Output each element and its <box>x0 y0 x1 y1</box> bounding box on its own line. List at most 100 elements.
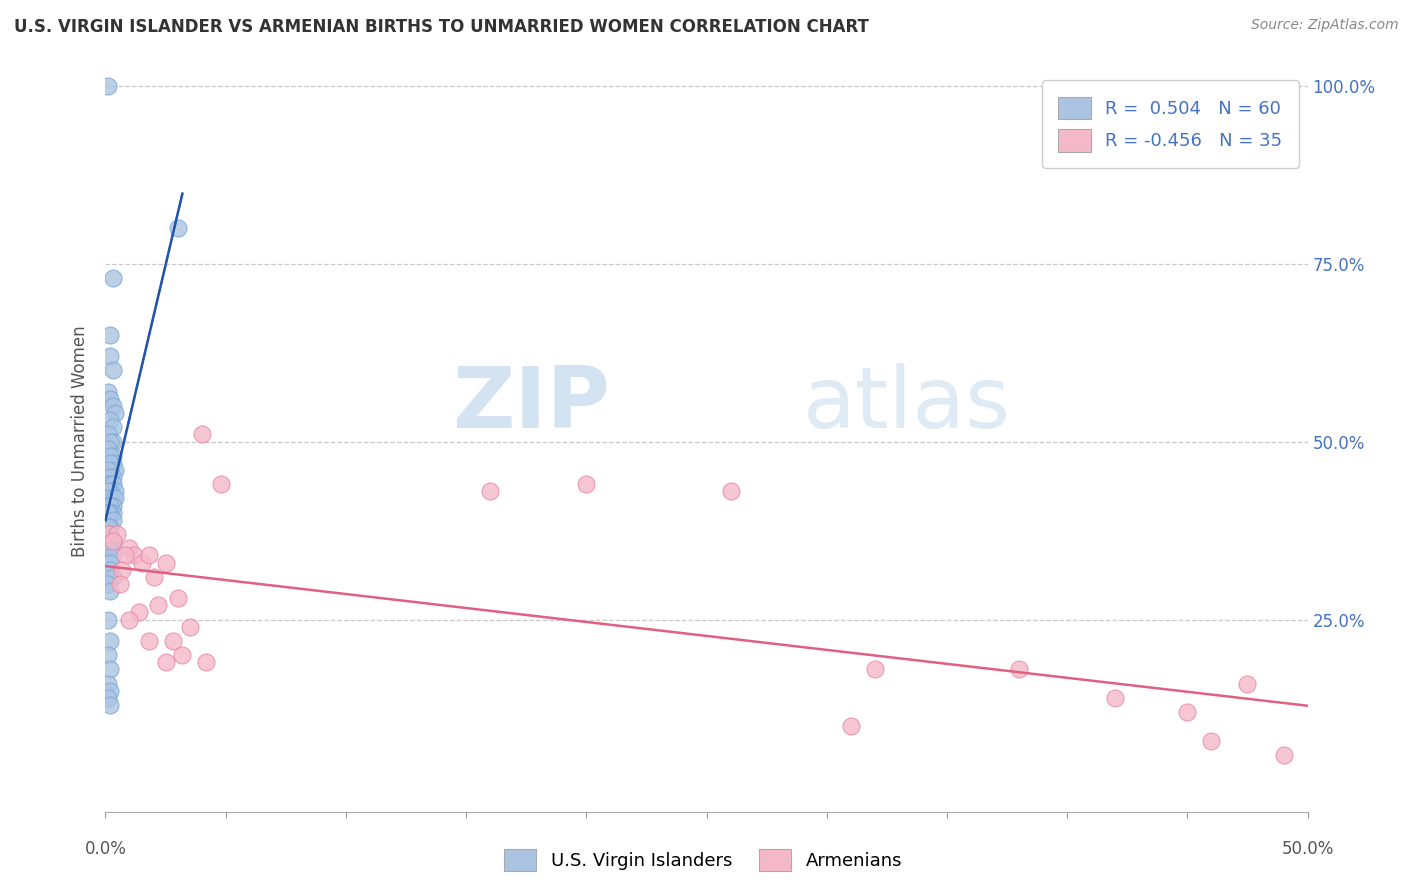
Point <box>97 442 120 456</box>
Point <box>111 563 134 577</box>
Point <box>118 613 141 627</box>
Point <box>172 648 194 662</box>
Point <box>138 633 160 648</box>
Point <box>98 520 121 534</box>
Point <box>1236 676 1258 690</box>
Point <box>97 484 120 499</box>
Point <box>166 591 188 606</box>
Point <box>98 662 121 676</box>
Point <box>131 556 153 570</box>
Point <box>720 484 742 499</box>
Point <box>101 491 124 506</box>
Point <box>98 633 121 648</box>
Point <box>155 556 177 570</box>
Text: atlas: atlas <box>803 363 1011 446</box>
Legend: U.S. Virgin Islanders, Armenians: U.S. Virgin Islanders, Armenians <box>496 842 910 879</box>
Point <box>101 470 124 484</box>
Point <box>98 434 121 449</box>
Point <box>101 420 124 434</box>
Point <box>101 477 124 491</box>
Point <box>114 549 136 563</box>
Point <box>97 541 120 556</box>
Point <box>108 577 131 591</box>
Point <box>1104 690 1126 705</box>
Point <box>97 690 120 705</box>
Point <box>142 570 165 584</box>
Point <box>166 221 188 235</box>
Point <box>101 499 124 513</box>
Point <box>98 698 121 712</box>
Point <box>190 427 212 442</box>
Point <box>97 613 120 627</box>
Point <box>101 456 124 470</box>
Point <box>97 577 120 591</box>
Point <box>101 270 124 285</box>
Point <box>104 491 127 506</box>
Point <box>209 477 232 491</box>
Point <box>863 662 886 676</box>
Point <box>98 541 121 556</box>
Point <box>98 449 121 463</box>
Point <box>97 78 120 93</box>
Point <box>839 719 862 733</box>
Point <box>195 655 218 669</box>
Point <box>479 484 502 499</box>
Point <box>98 556 121 570</box>
Point <box>97 477 120 491</box>
Text: 50.0%: 50.0% <box>1281 840 1334 858</box>
Point <box>101 534 124 549</box>
Text: Source: ZipAtlas.com: Source: ZipAtlas.com <box>1251 18 1399 32</box>
Point <box>101 363 124 377</box>
Point <box>98 392 121 406</box>
Point <box>101 549 124 563</box>
Point <box>97 527 120 541</box>
Point <box>97 499 120 513</box>
Point <box>107 527 129 541</box>
Point <box>575 477 598 491</box>
Point <box>101 570 124 584</box>
Point <box>101 506 124 520</box>
Point <box>128 606 150 620</box>
Point <box>1008 662 1031 676</box>
Point <box>98 527 121 541</box>
Point <box>98 491 121 506</box>
Point <box>101 449 124 463</box>
Point <box>97 427 120 442</box>
Point <box>98 413 121 427</box>
Point <box>1272 747 1295 762</box>
Text: U.S. VIRGIN ISLANDER VS ARMENIAN BIRTHS TO UNMARRIED WOMEN CORRELATION CHART: U.S. VIRGIN ISLANDER VS ARMENIAN BIRTHS … <box>14 18 869 36</box>
Point <box>104 406 127 420</box>
Y-axis label: Births to Unmarried Women: Births to Unmarried Women <box>72 326 90 558</box>
Point <box>98 683 121 698</box>
Point <box>97 676 120 690</box>
Point <box>98 470 121 484</box>
Point <box>98 327 121 342</box>
Point <box>104 463 127 477</box>
Text: 0.0%: 0.0% <box>84 840 127 858</box>
Point <box>101 434 124 449</box>
Point <box>179 620 201 634</box>
Point <box>98 506 121 520</box>
Point <box>124 549 146 563</box>
Point <box>155 655 177 669</box>
Point <box>101 399 124 413</box>
Point <box>98 499 121 513</box>
Point <box>162 633 184 648</box>
Point <box>97 384 120 399</box>
Point <box>98 456 121 470</box>
Point <box>138 549 160 563</box>
Point <box>148 599 170 613</box>
Point <box>1201 733 1223 747</box>
Point <box>98 584 121 599</box>
Point <box>98 563 121 577</box>
Point <box>97 463 120 477</box>
Point <box>97 506 120 520</box>
Point <box>98 484 121 499</box>
Point <box>98 349 121 363</box>
Point <box>104 484 127 499</box>
Point <box>98 477 121 491</box>
Point <box>101 513 124 527</box>
Point <box>97 648 120 662</box>
Point <box>1177 705 1199 719</box>
Point <box>101 534 124 549</box>
